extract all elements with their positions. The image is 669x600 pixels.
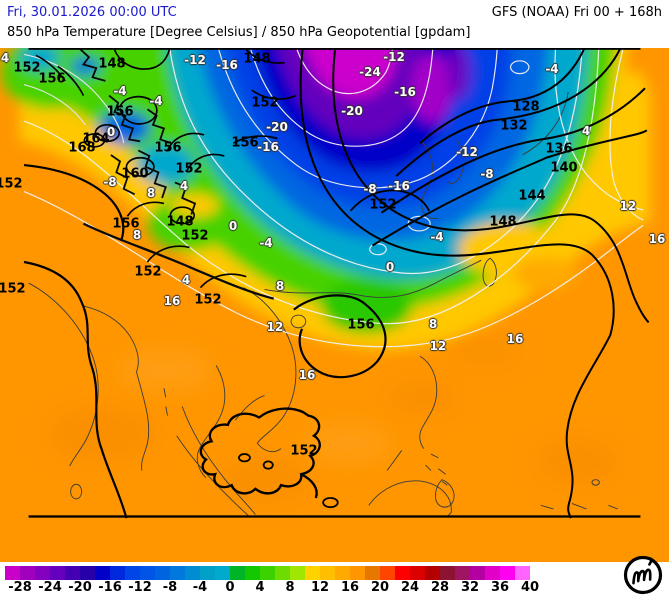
colorbar-segment: [110, 566, 125, 580]
colorbar-segment: [140, 566, 155, 580]
colorbar-tick-label: 28: [430, 580, 450, 595]
colorbar-segment: [245, 566, 260, 580]
legend-area: -28 -24 -20 -16 -12 -8 -4 0 4 8 12 16 20 24 28 32 36 40: [0, 562, 669, 600]
header: Fri, 30.01.2026 00:00 UTC GFS (NOAA) Fri…: [0, 0, 669, 48]
colorbar-segment: [425, 566, 440, 580]
terrain-relief: [78, 48, 274, 300]
colorbar-tick-label: -8: [162, 580, 178, 595]
colorbar-tick-label: 12: [310, 580, 330, 595]
weather-map: 1521561481561641681601561521521561481521…: [0, 48, 669, 562]
valid-datetime: Fri, 30.01.2026 00:00 UTC: [7, 5, 177, 20]
colorbar-segment: [350, 566, 365, 580]
colorbar-tick-label: -20: [68, 580, 92, 595]
colorbar-segment: [275, 566, 290, 580]
colorbar-segment: [365, 566, 380, 580]
colorbar-tick-label: -24: [38, 580, 62, 595]
colorbar: [0, 566, 669, 580]
colorbar-segment: [185, 566, 200, 580]
colorbar-tick-label: 32: [460, 580, 480, 595]
colorbar-tick-label: 20: [370, 580, 390, 595]
coastlines: [28, 91, 618, 517]
colorbar-segment: [50, 566, 65, 580]
colorbar-tick-label: 24: [400, 580, 420, 595]
colorbar-segment: [230, 566, 245, 580]
colorbar-tick-label: 16: [340, 580, 360, 595]
colorbar-tick-label: -16: [98, 580, 122, 595]
colorbar-segment: [215, 566, 230, 580]
colorbar-segment: [80, 566, 95, 580]
colorbar-tick-label: 4: [255, 580, 265, 595]
geopotential-contours: [23, 48, 650, 519]
colorbar-segment: [95, 566, 110, 580]
wetterzentrale-logo: [623, 555, 663, 595]
colorbar-segment: [200, 566, 215, 580]
colorbar-segment: [260, 566, 275, 580]
temperature-contours: [23, 48, 644, 348]
colorbar-tick-label: -28: [8, 580, 32, 595]
logo-m-glyph: [632, 568, 652, 585]
colorbar-tick-label: 36: [490, 580, 510, 595]
map-canvas: [1, 48, 662, 542]
colorbar-tick-label: 0: [225, 580, 235, 595]
colorbar-segment: [125, 566, 140, 580]
colorbar-segment: [500, 566, 515, 580]
colorbar-segment: [65, 566, 80, 580]
colorbar-segment: [395, 566, 410, 580]
colorbar-segment: [155, 566, 170, 580]
colorbar-segment: [335, 566, 350, 580]
colorbar-segment: [455, 566, 470, 580]
temperature-field-texture: [46, 337, 619, 503]
colorbar-segment: [485, 566, 500, 580]
colorbar-segment: [170, 566, 185, 580]
colorbar-segment: [515, 566, 530, 580]
model-run-info: GFS (NOAA) Fri 00 + 168h: [491, 5, 662, 20]
colorbar-ticks: -28 -24 -20 -16 -12 -8 -4 0 4 8 12 16 20 24 28 32 36 40: [0, 580, 669, 598]
colorbar-tick-label: -12: [128, 580, 152, 595]
colorbar-tick-label: -4: [192, 580, 208, 595]
colorbar-segment: [380, 566, 395, 580]
colorbar-tick-label: 40: [520, 580, 540, 595]
colorbar-segment: [35, 566, 50, 580]
parameter-title: 850 hPa Temperature [Degree Celsius] / 8…: [7, 25, 471, 40]
colorbar-segment: [470, 566, 485, 580]
colorbar-segment: [320, 566, 335, 580]
colorbar-segment: [5, 566, 20, 580]
colorbar-segment: [20, 566, 35, 580]
colorbar-segment: [305, 566, 320, 580]
colorbar-segment: [290, 566, 305, 580]
colorbar-tick-label: 8: [285, 580, 295, 595]
map-border: [28, 48, 641, 518]
colorbar-segment: [440, 566, 455, 580]
colorbar-segment: [410, 566, 425, 580]
